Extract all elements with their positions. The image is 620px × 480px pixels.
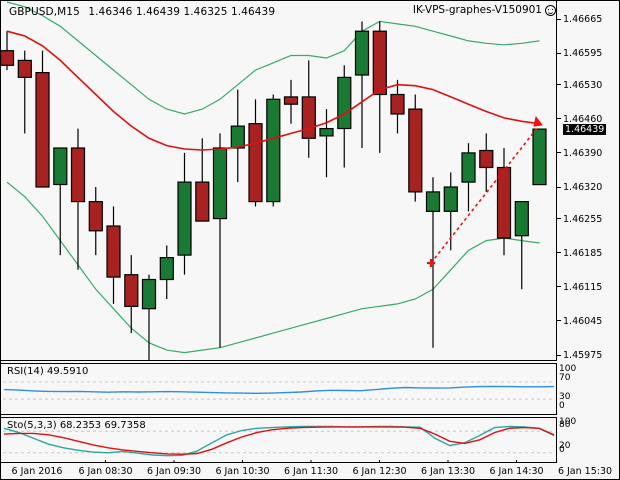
rsi-label: RSI(14) 49.5910 bbox=[7, 366, 89, 377]
price-axis-tick-label: 1.46595 bbox=[563, 48, 603, 60]
price-axis-tick: 1.46115 bbox=[557, 282, 602, 293]
price-axis-tick-label: 1.46320 bbox=[563, 182, 603, 193]
rsi-axis: 100 70 30 0 bbox=[557, 363, 619, 415]
rsi-level-label: 70 bbox=[559, 373, 571, 383]
price-axis-tick-label: 1.46390 bbox=[563, 147, 603, 159]
rsi-level-label: 100 bbox=[559, 364, 577, 374]
price-axis-tick: 1.46185 bbox=[557, 248, 602, 259]
stochastic-level-label: 20 bbox=[559, 441, 571, 451]
tick-mark bbox=[557, 252, 561, 254]
account-label-text: IK-VPS-graphes-V150901 bbox=[412, 4, 542, 16]
symbol-header: GBPUSD,M15 1.46346 1.46439 1.46325 1.464… bbox=[9, 6, 275, 18]
time-axis-label: 6 Jan 10:30 bbox=[215, 466, 270, 477]
time-axis-label: 6 Jan 11:30 bbox=[283, 466, 339, 477]
price-axis-tick: 1.46320 bbox=[557, 182, 602, 193]
price-axis-tick: 1.46390 bbox=[557, 148, 602, 159]
price-axis-tick-label: 1.46185 bbox=[563, 247, 603, 259]
time-axis[interactable]: 6 Jan 2016 6 Jan 08:30 6 Jan 09:30 6 Jan 10… bbox=[1, 463, 619, 479]
price-axis-tick: 1.45975 bbox=[557, 350, 602, 361]
stochastic-level-label: 80 bbox=[559, 420, 571, 430]
tick-mark bbox=[557, 186, 561, 188]
tick-mark bbox=[557, 286, 561, 288]
price-axis-tick-label: 1.45975 bbox=[563, 350, 603, 361]
tick-mark bbox=[557, 152, 561, 154]
time-axis-label: 6 Jan 09:30 bbox=[146, 466, 202, 477]
time-axis-label: 6 Jan 2016 bbox=[11, 466, 63, 477]
tick-mark bbox=[557, 52, 561, 54]
price-axis-tick-label: 1.46460 bbox=[563, 113, 603, 125]
stochastic-pane[interactable]: Sto(5,3,3) 68.2353 69.7358 bbox=[1, 417, 557, 463]
time-axis-label: 6 Jan 13:30 bbox=[420, 466, 476, 477]
tick-mark bbox=[557, 18, 561, 20]
time-axis-label: 6 Jan 15:30 bbox=[557, 466, 613, 477]
price-axis-tick-label: 1.46255 bbox=[563, 213, 603, 225]
ohlc-values: 1.46346 1.46439 1.46325 1.46439 bbox=[88, 6, 276, 18]
time-axis-label: 6 Jan 08:30 bbox=[78, 466, 133, 477]
time-axis-label: 6 Jan 12:30 bbox=[352, 466, 407, 477]
rsi-level-label: 0 bbox=[559, 401, 565, 411]
price-axis-tick: 1.46665 bbox=[557, 14, 602, 25]
stochastic-canvas bbox=[3, 425, 555, 462]
price-axis-tick: 1.46530 bbox=[557, 80, 602, 91]
price-axis-tick-label: 1.46530 bbox=[563, 79, 603, 91]
price-axis-tick-label: 1.46665 bbox=[563, 14, 603, 25]
price-chart-pane[interactable]: GBPUSD,M15 1.46346 1.46439 1.46325 1.464… bbox=[1, 1, 557, 361]
stochastic-level-label: 100 bbox=[559, 417, 577, 427]
price-axis-tick: 1.46460 bbox=[557, 114, 602, 125]
time-axis-label: 6 Jan 14:30 bbox=[489, 466, 544, 477]
smiley-icon bbox=[545, 4, 556, 16]
tick-mark bbox=[557, 354, 561, 356]
price-axis-tick: 1.46045 bbox=[557, 316, 602, 327]
symbol-period-label: GBPUSD,M15 bbox=[9, 6, 80, 18]
tick-mark bbox=[557, 118, 561, 120]
stochastic-level-label: 0 bbox=[559, 445, 565, 455]
price-axis-tick: 1.46595 bbox=[557, 48, 602, 59]
price-chart-canvas bbox=[1, 1, 547, 360]
rsi-level-label: 30 bbox=[559, 392, 571, 402]
tick-mark bbox=[557, 218, 561, 220]
price-axis-tick-label: 1.46045 bbox=[563, 315, 603, 327]
price-axis[interactable]: 1.46665 1.46595 1.46530 1.46460 1.46390 1.463… bbox=[557, 1, 619, 361]
rsi-canvas bbox=[3, 381, 555, 400]
tick-mark bbox=[557, 320, 561, 322]
price-axis-tick: 1.46255 bbox=[557, 214, 602, 225]
stochastic-label: Sto(5,3,3) 68.2353 69.7358 bbox=[7, 420, 146, 431]
account-watermark: IK-VPS-graphes-V150901 bbox=[413, 4, 556, 16]
rsi-pane[interactable]: RSI(14) 49.5910 bbox=[1, 363, 557, 415]
current-price-label: 1.46439 bbox=[563, 124, 607, 136]
price-axis-tick-label: 1.46115 bbox=[563, 281, 603, 293]
stochastic-axis: 100 80 20 0 bbox=[557, 417, 619, 463]
tick-mark bbox=[557, 84, 561, 86]
